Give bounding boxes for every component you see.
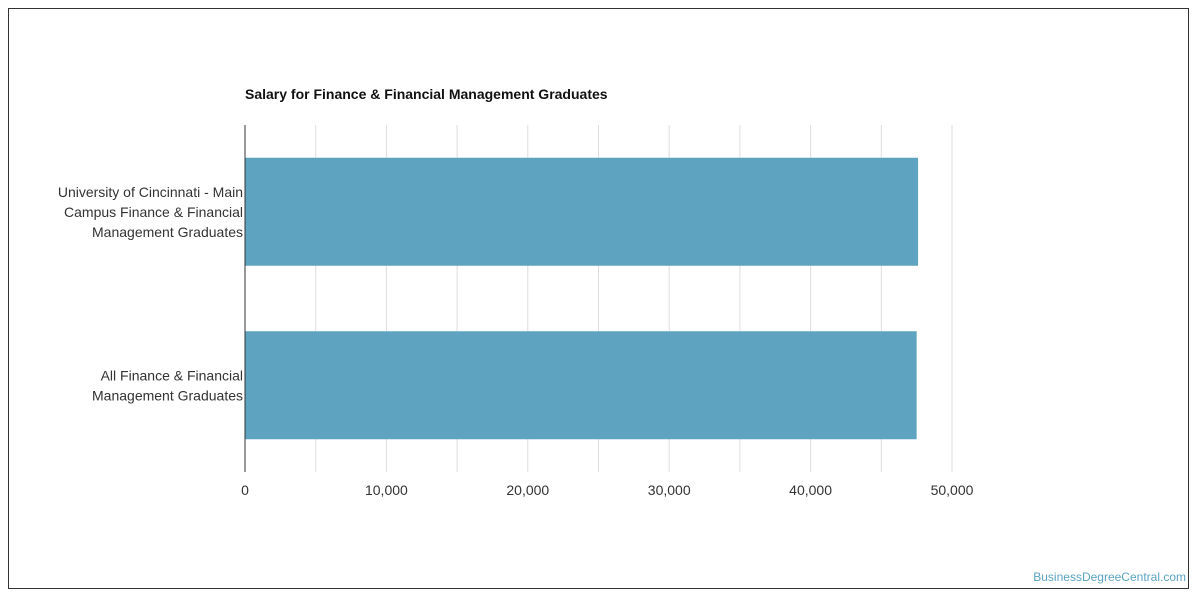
chart-title: Salary for Finance & Financial Managemen… <box>245 86 608 102</box>
x-tick-labels: 0 10,000 20,000 30,000 40,000 50,000 <box>241 482 974 498</box>
category-label-line: Management Graduates <box>92 387 243 403</box>
category-label-1: All Finance & Financial Management Gradua… <box>92 367 243 403</box>
x-tick-label: 50,000 <box>931 482 974 498</box>
category-label-line: Management Graduates <box>92 224 243 240</box>
x-tick-label: 10,000 <box>365 482 408 498</box>
x-tick-label: 30,000 <box>648 482 691 498</box>
bars <box>245 157 919 440</box>
x-tick-label: 40,000 <box>789 482 832 498</box>
x-tick-label: 0 <box>241 482 249 498</box>
category-label-line: University of Cincinnati - Main <box>58 184 243 200</box>
bar-1 <box>245 331 917 440</box>
bar-0 <box>245 157 919 266</box>
category-label-line: All Finance & Financial <box>101 367 243 383</box>
source-watermark: BusinessDegreeCentral.com <box>1033 570 1186 584</box>
category-label-line: Campus Finance & Financial <box>64 204 243 220</box>
category-label-0: University of Cincinnati - Main Campus Fi… <box>58 184 243 240</box>
category-labels: University of Cincinnati - Main Campus Fi… <box>58 184 243 404</box>
x-tick-label: 20,000 <box>506 482 549 498</box>
chart-frame <box>8 8 1189 589</box>
